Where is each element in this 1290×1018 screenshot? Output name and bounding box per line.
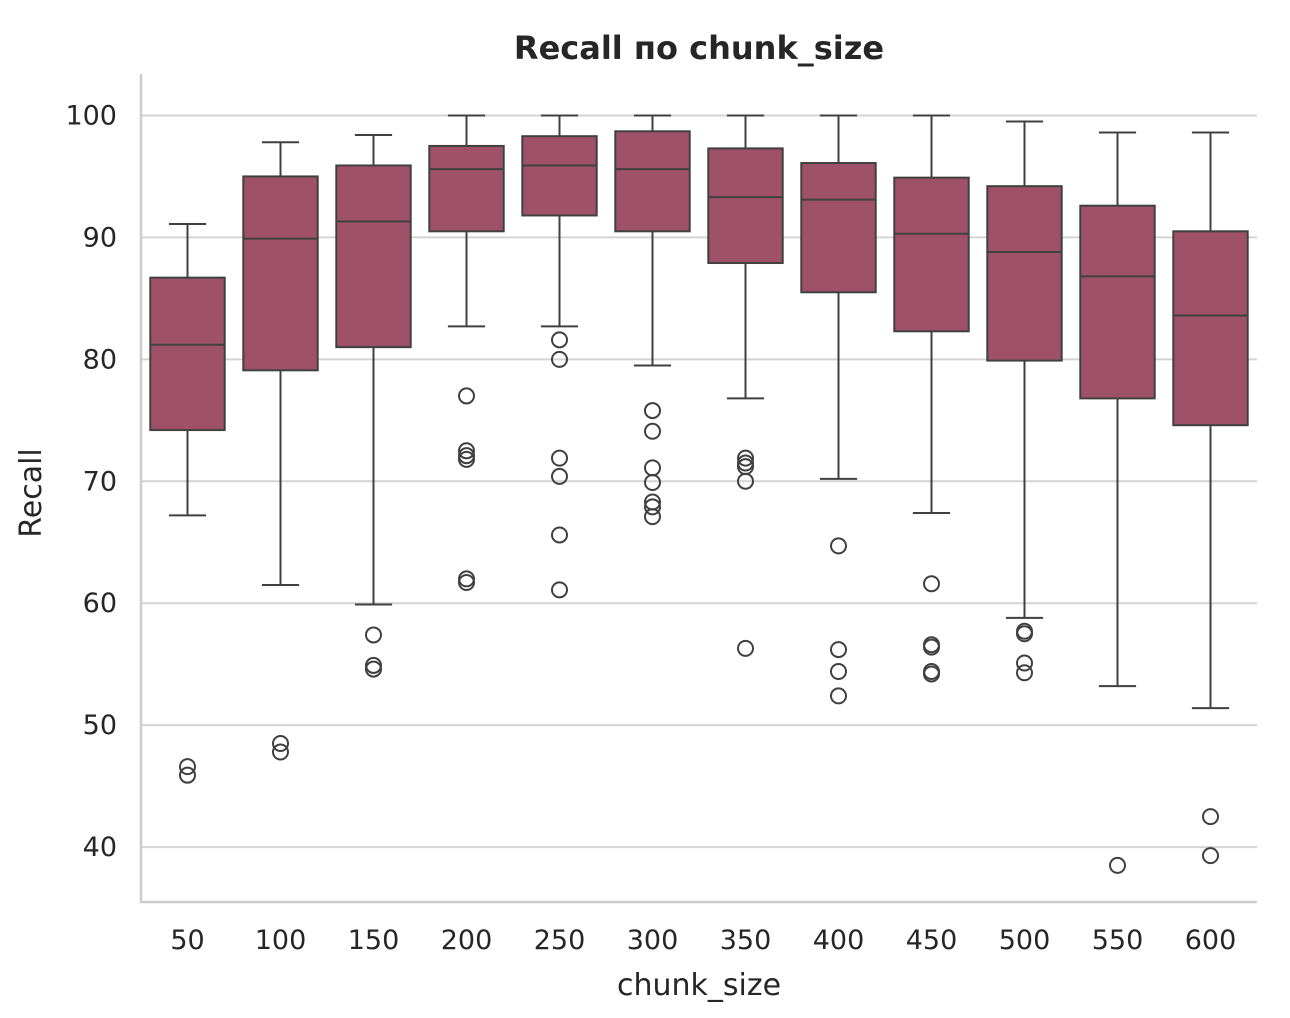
- outlier-point: [737, 449, 754, 467]
- box-iqr: [614, 130, 691, 233]
- outlier-point: [1202, 847, 1219, 865]
- box-group-500: [986, 120, 1063, 682]
- outlier-point: [272, 734, 289, 752]
- outlier-point: [365, 660, 382, 678]
- outlier-point: [179, 758, 196, 776]
- outlier-point: [830, 663, 847, 681]
- outlier-point: [551, 350, 568, 368]
- chart-title: Recall по chunk_size: [514, 29, 884, 67]
- outlier-point: [272, 743, 289, 761]
- y-tick-label: 40: [83, 832, 117, 863]
- x-tick-label: 450: [906, 925, 958, 956]
- x-axis-label: chunk_size: [617, 968, 781, 1003]
- box-iqr: [986, 185, 1063, 362]
- outlier-point: [1202, 808, 1219, 826]
- x-tick-label: 250: [534, 925, 586, 956]
- outlier-point: [923, 638, 940, 656]
- y-tick-label: 70: [83, 466, 117, 497]
- x-tick-label: 300: [627, 925, 679, 956]
- x-tick-label: 100: [255, 925, 307, 956]
- x-tick-label: 200: [441, 925, 493, 956]
- outlier-point: [923, 665, 940, 683]
- outlier-point: [644, 474, 661, 492]
- outlier-point: [551, 467, 568, 485]
- box-group-400: [800, 114, 877, 705]
- outlier-point: [458, 442, 475, 460]
- y-tick-labels: 40 50 60 70 80 90 100: [65, 100, 117, 863]
- gridlines: [141, 114, 1257, 849]
- box-group-250: [521, 114, 598, 599]
- box-group-200: [428, 114, 505, 592]
- outlier-point: [458, 450, 475, 468]
- boxes: [149, 114, 1249, 874]
- outlier-point: [1109, 856, 1126, 874]
- y-tick-label: 100: [65, 100, 117, 131]
- outlier-point: [737, 639, 754, 657]
- outlier-point: [644, 459, 661, 477]
- x-tick-label: 350: [720, 925, 772, 956]
- outlier-point: [551, 331, 568, 349]
- y-axis-label: Recall: [14, 448, 49, 538]
- box-iqr: [521, 135, 598, 217]
- x-tick-label: 500: [999, 925, 1051, 956]
- x-tick-label: 150: [348, 925, 400, 956]
- outlier-point: [365, 656, 382, 674]
- box-group-350: [707, 114, 784, 657]
- box-iqr: [893, 176, 970, 333]
- outlier-point: [551, 449, 568, 467]
- outlier-point: [644, 402, 661, 420]
- outlier-point: [1016, 625, 1033, 643]
- x-tick-label: 600: [1185, 925, 1237, 956]
- box-iqr: [149, 276, 226, 432]
- box-iqr: [800, 162, 877, 294]
- outlier-point: [458, 574, 475, 592]
- outlier-point: [644, 422, 661, 440]
- outlier-point: [458, 387, 475, 405]
- box-iqr: [335, 164, 412, 349]
- y-tick-label: 90: [83, 222, 117, 253]
- outlier-point: [737, 458, 754, 476]
- outlier-point: [830, 537, 847, 555]
- axis-spines: [139, 74, 1257, 904]
- y-tick-label: 60: [83, 588, 117, 619]
- y-tick-label: 50: [83, 710, 117, 741]
- outlier-point: [551, 581, 568, 599]
- outlier-point: [830, 687, 847, 705]
- outlier-point: [458, 570, 475, 588]
- outlier-point: [1016, 664, 1033, 682]
- outlier-point: [644, 498, 661, 516]
- box-group-300: [614, 114, 691, 526]
- outlier-point: [551, 526, 568, 544]
- x-tick-label: 400: [813, 925, 865, 956]
- box-iqr: [428, 144, 505, 233]
- outlier-point: [830, 641, 847, 659]
- box-group-600: [1172, 131, 1249, 865]
- outlier-point: [1016, 654, 1033, 672]
- box-group-100: [242, 141, 319, 761]
- outlier-point: [644, 508, 661, 526]
- box-iqr: [242, 175, 319, 372]
- outlier-point: [365, 626, 382, 644]
- x-tick-labels: 50 100 150 200 250 300 350 400 450 500 550 600: [170, 925, 1236, 956]
- outlier-point: [179, 766, 196, 784]
- box-group-550: [1079, 131, 1156, 874]
- box-iqr: [1172, 230, 1249, 427]
- box-group-450: [893, 114, 970, 683]
- box-group-150: [335, 133, 412, 678]
- x-tick-label: 50: [170, 925, 204, 956]
- box-group-50: [149, 222, 226, 784]
- box-iqr: [707, 147, 784, 265]
- x-tick-label: 550: [1092, 925, 1144, 956]
- outlier-point: [923, 575, 940, 593]
- box-iqr: [1079, 204, 1156, 400]
- outlier-point: [737, 472, 754, 490]
- y-tick-label: 80: [83, 344, 117, 375]
